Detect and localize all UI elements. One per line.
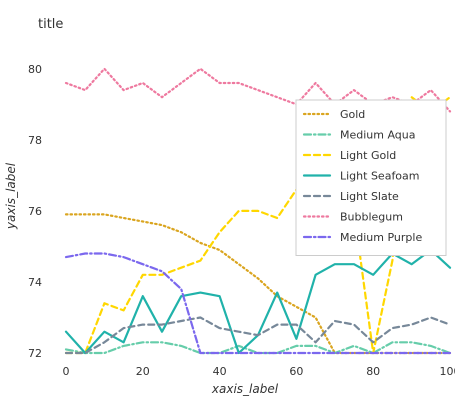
legend-label-light-gold: Light Gold bbox=[340, 149, 396, 162]
y-tick-label: 74 bbox=[28, 276, 42, 289]
legend: Gold Medium Aqua Light Gold Light Seafoam Li… bbox=[296, 100, 446, 256]
legend-label-gold: Gold bbox=[340, 108, 365, 121]
y-axis-label: yaxis_label bbox=[4, 162, 18, 230]
legend-label-light-slate: Light Slate bbox=[340, 190, 399, 203]
x-tick-label: 60 bbox=[289, 365, 303, 378]
series-line-medium-purple bbox=[66, 254, 450, 354]
x-tick-label: 100 bbox=[440, 365, 455, 378]
y-tick-label: 78 bbox=[28, 134, 42, 147]
series-line-light-slate bbox=[66, 318, 450, 354]
legend-label-medium-aqua: Medium Aqua bbox=[340, 129, 416, 142]
x-tick-label: 0 bbox=[63, 365, 70, 378]
chart-title: title bbox=[38, 17, 63, 32]
y-tick-label: 80 bbox=[28, 63, 42, 76]
y-tick-label: 72 bbox=[28, 347, 42, 360]
series-line-medium-aqua bbox=[66, 342, 450, 353]
x-tick-label: 40 bbox=[213, 365, 227, 378]
legend-label-bubblegum: Bubblegum bbox=[340, 211, 403, 224]
x-tick-label: 80 bbox=[366, 365, 380, 378]
x-axis-label: xaxis_label bbox=[211, 382, 279, 396]
legend-label-medium-purple: Medium Purple bbox=[340, 231, 422, 244]
x-tick-label: 20 bbox=[136, 365, 150, 378]
legend-label-light-seafoam: Light Seafoam bbox=[340, 170, 420, 183]
y-tick-label: 76 bbox=[28, 205, 42, 218]
